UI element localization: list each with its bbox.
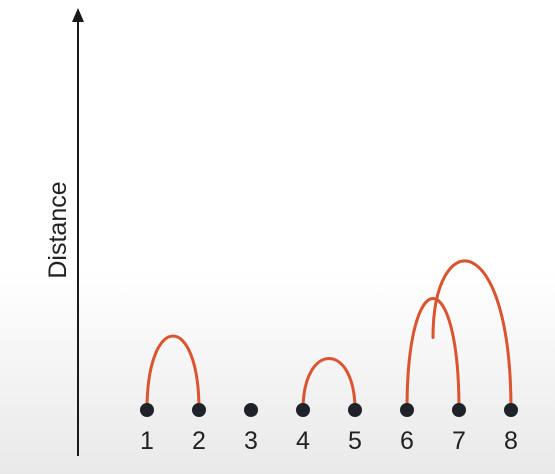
y-axis-label: Distance [44,181,72,278]
data-point-5 [348,403,362,417]
data-point-2 [192,403,206,417]
merge-arc-3 [405,297,461,412]
point-label-3: 3 [244,427,258,455]
data-point-4 [296,403,310,417]
data-point-7 [452,403,466,417]
data-point-6 [400,403,414,417]
data-point-8 [504,403,518,417]
data-point-1 [140,403,154,417]
merge-arc-2 [301,357,357,412]
y-axis [72,8,84,456]
y-axis-arrowhead [72,8,84,22]
point-label-2: 2 [192,427,206,455]
point-label-8: 8 [504,427,518,455]
data-points [140,403,518,417]
point-labels: 1 2 3 4 5 6 7 8 [140,427,518,455]
point-label-6: 6 [400,427,414,455]
merge-arc-4 [431,259,513,412]
point-label-7: 7 [452,427,466,455]
data-point-3 [244,403,258,417]
merge-arcs [145,259,513,412]
point-label-5: 5 [348,427,362,455]
merge-arc-1 [145,334,201,412]
point-label-1: 1 [140,427,154,455]
point-label-4: 4 [296,427,310,455]
